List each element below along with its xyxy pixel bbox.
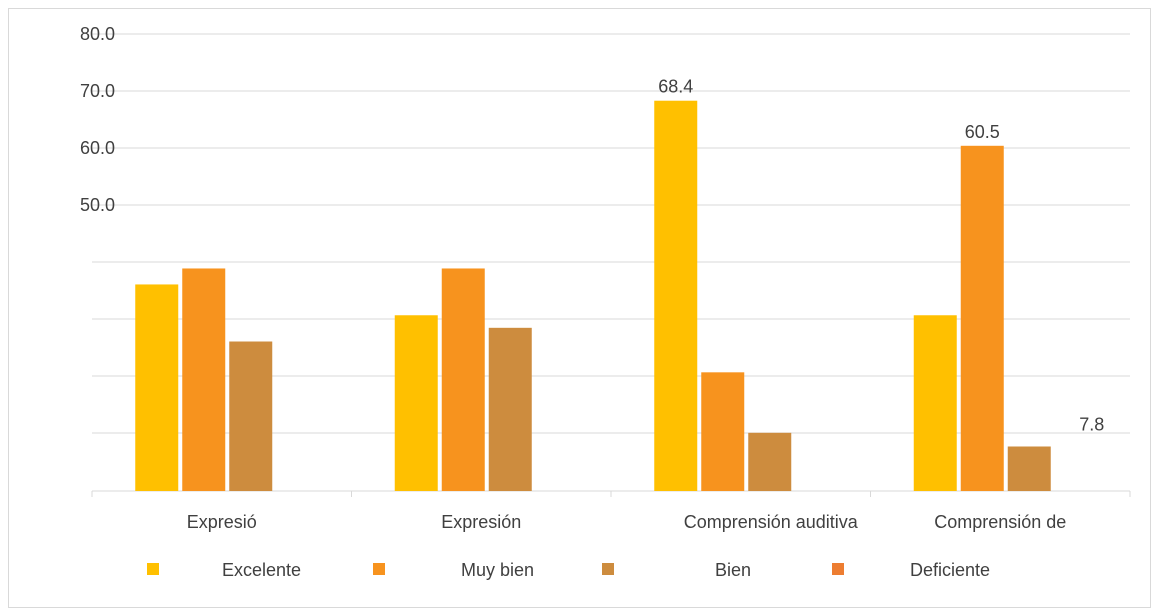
x-category-label: Comprensión auditiva: [684, 512, 859, 532]
legend-label: Bien: [715, 560, 751, 580]
legend-swatch: [832, 563, 844, 575]
bar-excelente: [654, 100, 698, 491]
x-category-label: Expresión: [441, 512, 521, 532]
legend-label: Muy bien: [461, 560, 534, 580]
legend-label: Deficiente: [910, 560, 990, 580]
bar-excelente: [135, 284, 179, 491]
x-category-label: Comprensión de: [934, 512, 1066, 532]
bar-bien: [488, 327, 532, 491]
legend-swatch: [147, 563, 159, 575]
bar-muy-bien: [441, 268, 485, 491]
bar-muy-bien: [182, 268, 226, 491]
bar-bien: [748, 432, 792, 491]
legend-swatch: [602, 563, 614, 575]
data-label: 68.4: [658, 77, 693, 97]
data-label: 7.8: [1079, 414, 1104, 434]
y-tick-label: 60.0: [80, 138, 115, 158]
y-tick-label: 50.0: [80, 195, 115, 215]
bar-bien: [229, 341, 273, 491]
bar-muy-bien: [960, 145, 1004, 491]
y-tick-label: 70.0: [80, 81, 115, 101]
x-category-label: Expresió: [187, 512, 257, 532]
bar-excelente: [394, 315, 438, 491]
data-label: 60.5: [965, 122, 1000, 142]
bar-excelente: [913, 315, 957, 491]
bar-muy-bien: [701, 372, 745, 491]
legend-swatch: [373, 563, 385, 575]
y-tick-label: 80.0: [80, 24, 115, 44]
legend-label: Excelente: [222, 560, 301, 580]
bar-bien: [1007, 446, 1051, 491]
